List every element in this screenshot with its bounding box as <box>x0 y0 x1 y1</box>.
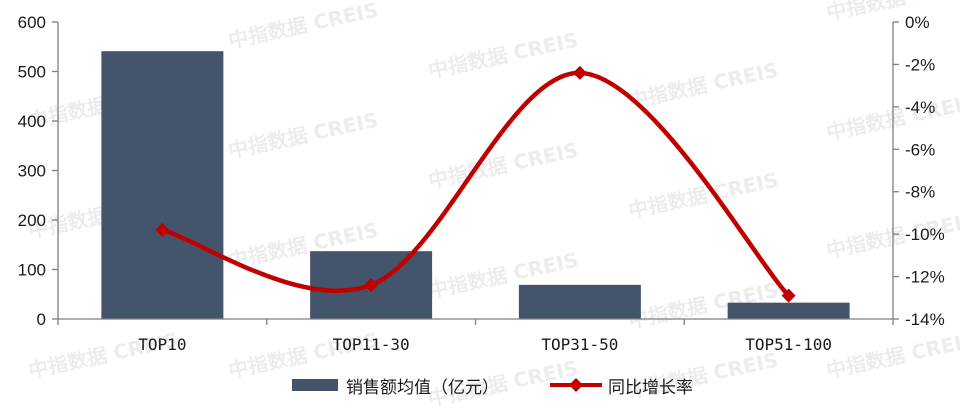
right-tick-label: -14% <box>905 310 945 329</box>
watermark-text: 中指数据 CREIS <box>226 108 380 163</box>
axes: 0 100 200 300 400 500 600 -14% -12% -10% -8% -6% -4%… <box>18 13 945 354</box>
left-tick-label: 500 <box>18 63 46 82</box>
growth-point <box>572 65 587 80</box>
category-label: TOP11-30 <box>333 335 410 354</box>
watermark-text: 中指数据 CREIS <box>824 0 960 25</box>
left-tick-label: 0 <box>37 310 46 329</box>
growth-point <box>155 222 170 237</box>
growth-line <box>161 70 791 298</box>
right-tick-label: -6% <box>905 140 935 159</box>
category-label: TOP51-100 <box>745 335 832 354</box>
line-series <box>155 65 796 303</box>
right-tick-label: -8% <box>905 183 935 202</box>
bar <box>518 284 641 319</box>
bar-series <box>101 51 850 319</box>
legend: 销售额均值（亿元） 同比增长率 <box>0 370 960 400</box>
legend-bar-swatch <box>292 379 338 391</box>
watermark-text: 中指数据 CREIS <box>426 138 580 193</box>
legend-item-bar: 销售额均值（亿元） <box>292 370 499 400</box>
legend-bar-label: 销售额均值（亿元） <box>346 377 499 398</box>
right-tick-label: -12% <box>905 268 945 287</box>
legend-item-line: 同比增长率 <box>548 370 693 400</box>
growth-point <box>781 288 796 303</box>
legend-line-swatch <box>550 378 602 392</box>
right-tick-label: -4% <box>905 98 935 117</box>
growth-point <box>364 278 379 293</box>
bar <box>101 51 224 319</box>
left-tick-label: 200 <box>18 211 46 230</box>
right-tick-label: 0% <box>905 13 930 32</box>
watermark-text: 中指数据 CREIS <box>824 90 960 145</box>
left-tick-label: 600 <box>18 13 46 32</box>
left-tick-label: 400 <box>18 112 46 131</box>
watermark-text: 中指数据 CREIS <box>626 58 780 113</box>
left-tick-label: 100 <box>18 261 46 280</box>
left-tick-label: 300 <box>18 162 46 181</box>
bar <box>727 302 850 319</box>
watermark-text: 中指数据 CREIS <box>226 0 380 53</box>
category-label: TOP31-50 <box>541 335 618 354</box>
right-tick-label: -10% <box>905 225 945 244</box>
right-tick-label: -2% <box>905 55 935 74</box>
category-label: TOP10 <box>138 335 186 354</box>
watermark-text: 中指数据 CREIS <box>426 28 580 83</box>
legend-line-label: 同比增长率 <box>608 377 693 398</box>
